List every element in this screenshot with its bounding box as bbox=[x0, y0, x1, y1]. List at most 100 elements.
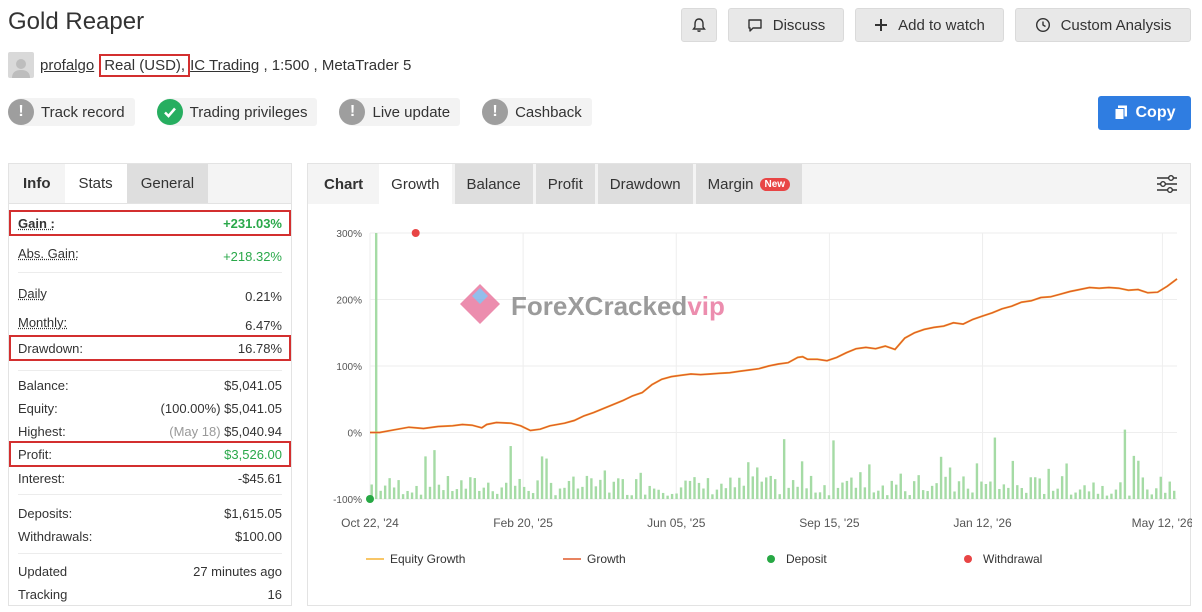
tab-drawdown[interactable]: Drawdown bbox=[597, 164, 693, 204]
volume-bar bbox=[751, 476, 754, 499]
volume-bar bbox=[1047, 468, 1050, 499]
tab-margin-label: Margin bbox=[707, 175, 754, 193]
volume-bar bbox=[518, 478, 521, 499]
tab-info[interactable]: Info bbox=[23, 175, 51, 192]
growth-chart[interactable]: 300% 200% 100% 0% -100% Oct 22, '24 Feb 20, '2… bbox=[308, 204, 1192, 604]
volume-bar bbox=[890, 480, 893, 499]
volume-bar bbox=[1087, 491, 1091, 499]
volume-bar bbox=[599, 479, 602, 499]
volume-bar bbox=[1002, 484, 1006, 499]
stat-value: +231.03% bbox=[223, 215, 282, 231]
divider bbox=[18, 494, 282, 495]
y-tick-label: 200% bbox=[336, 296, 362, 307]
copy-icon bbox=[1114, 105, 1127, 120]
stat-value: $3,526.00 bbox=[224, 446, 282, 462]
volume-bar bbox=[608, 492, 611, 499]
volume-bar bbox=[939, 456, 943, 499]
volume-bar bbox=[1173, 490, 1176, 499]
volume-bar bbox=[536, 480, 539, 499]
volume-bar bbox=[756, 467, 759, 499]
volume-bar bbox=[953, 491, 956, 499]
volume-bar bbox=[1007, 487, 1010, 499]
volume-bar bbox=[1159, 476, 1162, 499]
top-actions: Discuss Add to watch Custom Analysis bbox=[681, 8, 1191, 42]
add-to-watch-button[interactable]: Add to watch bbox=[855, 8, 1004, 42]
legend-dot bbox=[964, 555, 972, 563]
volume-bar bbox=[603, 470, 607, 499]
user-icon bbox=[12, 59, 30, 78]
discuss-button[interactable]: Discuss bbox=[728, 8, 844, 42]
volume-bar bbox=[496, 493, 499, 499]
avatar[interactable] bbox=[8, 52, 34, 78]
user-link[interactable]: profalgo bbox=[40, 56, 95, 74]
volume-bar bbox=[392, 487, 396, 499]
x-tick-label: Jun 05, '25 bbox=[647, 516, 706, 530]
volume-bar bbox=[993, 437, 997, 499]
tab-general[interactable]: General bbox=[126, 164, 209, 203]
tab-balance[interactable]: Balance bbox=[454, 164, 533, 204]
chart-tabs: Chart Growth Balance Profit Drawdown Mar… bbox=[308, 164, 1190, 204]
volume-bar bbox=[433, 450, 436, 499]
tab-stats[interactable]: Stats bbox=[64, 164, 127, 203]
volume-bar bbox=[769, 475, 772, 499]
broker-link[interactable]: IC Trading bbox=[190, 56, 260, 74]
volume-bar bbox=[720, 483, 723, 499]
stats-tabs: Info Stats General bbox=[9, 164, 291, 204]
badge-track-record[interactable]: ! Track record bbox=[8, 98, 135, 126]
volume-bar bbox=[648, 485, 651, 499]
volume-bar bbox=[1137, 460, 1140, 499]
stat-highest-date: (May 18) bbox=[169, 423, 221, 439]
volume-bar bbox=[464, 488, 468, 499]
volume-bar bbox=[1060, 476, 1064, 499]
volume-bar bbox=[500, 487, 503, 499]
stat-updated: Updated 27 minutes ago bbox=[18, 562, 282, 580]
volume-bar bbox=[370, 484, 373, 499]
volume-bar bbox=[679, 487, 683, 499]
notification-button[interactable] bbox=[681, 8, 717, 42]
volume-bar bbox=[729, 477, 732, 499]
volume-bar bbox=[921, 490, 925, 499]
volume-bar bbox=[715, 489, 719, 499]
volume-bar bbox=[505, 482, 508, 499]
volume-bar bbox=[558, 488, 562, 499]
check-icon bbox=[156, 99, 183, 125]
stat-equity: Equity: (100.00%) $5,041.05 bbox=[18, 399, 282, 417]
volume-bar bbox=[998, 488, 1001, 499]
volume-bar bbox=[509, 446, 512, 499]
volume-bar bbox=[805, 488, 808, 499]
chart-settings-button[interactable] bbox=[1156, 174, 1178, 199]
stat-gain: Gain : +231.03% bbox=[9, 210, 291, 236]
badge-trading-privileges[interactable]: Trading privileges bbox=[156, 98, 318, 126]
stat-label: Updated bbox=[18, 563, 68, 579]
exclamation-icon: ! bbox=[339, 99, 366, 125]
badge-cashback[interactable]: ! Cashback bbox=[482, 98, 592, 126]
tab-profit[interactable]: Profit bbox=[535, 164, 595, 204]
volume-bar bbox=[1105, 495, 1109, 499]
tab-growth[interactable]: Growth bbox=[379, 164, 452, 204]
volume-bar bbox=[540, 456, 544, 499]
volume-bar bbox=[410, 492, 414, 499]
volume-bar bbox=[585, 475, 589, 499]
volume-bar bbox=[1069, 494, 1073, 499]
badge-label: Trading privileges bbox=[189, 103, 308, 121]
watermark: ForeXCrackedvip bbox=[460, 284, 725, 324]
y-tick-label: 300% bbox=[336, 229, 362, 240]
badge-live-update[interactable]: ! Live update bbox=[339, 98, 461, 126]
volume-bar bbox=[1123, 429, 1127, 499]
custom-analysis-label: Custom Analysis bbox=[1060, 16, 1172, 34]
volume-bar bbox=[827, 495, 831, 499]
volume-bar bbox=[572, 476, 575, 499]
new-badge: New bbox=[759, 177, 791, 191]
volume-bar bbox=[984, 483, 988, 499]
custom-analysis-button[interactable]: Custom Analysis bbox=[1015, 8, 1191, 42]
tab-margin[interactable]: Margin New bbox=[695, 164, 803, 204]
volume-bar bbox=[774, 479, 777, 499]
stat-label: Monthly: bbox=[18, 314, 68, 330]
volume-bar bbox=[706, 478, 710, 499]
stat-value: 27 minutes ago bbox=[193, 563, 282, 579]
volume-bar bbox=[1065, 463, 1068, 499]
tab-chart[interactable]: Chart bbox=[324, 175, 364, 193]
copy-label: Copy bbox=[1135, 104, 1176, 121]
stat-label: Drawdown: bbox=[18, 340, 84, 356]
copy-button[interactable]: Copy bbox=[1098, 96, 1191, 130]
